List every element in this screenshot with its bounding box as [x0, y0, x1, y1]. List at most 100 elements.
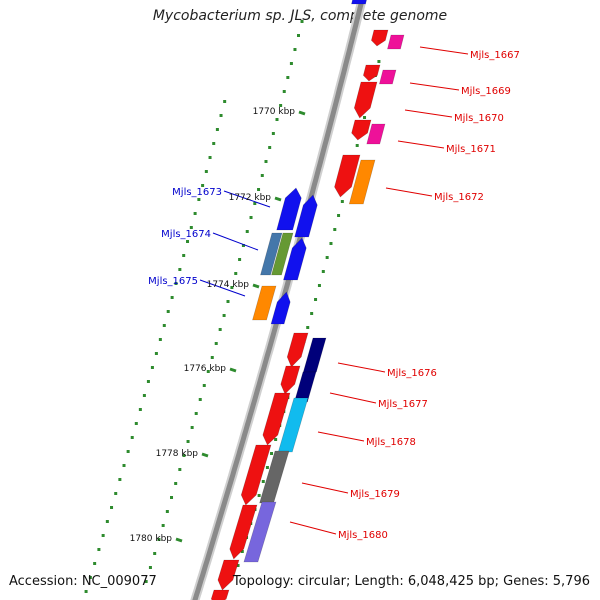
- tick-dot-far: [88, 576, 92, 579]
- tick-dot-far: [162, 324, 166, 327]
- gene-label: Mjls_1669: [461, 86, 511, 97]
- gene-arrow: [240, 444, 272, 506]
- tick-dot-far: [118, 478, 122, 481]
- tick-dot-far: [154, 352, 158, 355]
- tick-dot-far: [105, 520, 109, 523]
- gene-label: Mjls_1680: [338, 530, 388, 541]
- tick-dot-outer: [317, 284, 321, 287]
- tick-dot-far: [122, 464, 126, 467]
- scale-label: 1774 kbp: [207, 280, 250, 290]
- gene-label: Mjls_1676: [387, 368, 437, 379]
- gene-arrow: [276, 187, 302, 231]
- tick-dot-inner: [170, 496, 174, 499]
- accession-text: Accession: NC_009077: [9, 574, 157, 589]
- tick-dot-inner: [241, 244, 245, 247]
- tick-dot-far: [197, 198, 201, 201]
- tick-dot-inner: [279, 104, 283, 107]
- tick-dot-inner: [289, 62, 293, 65]
- tick-dot-far: [114, 492, 118, 495]
- tick-dot-far: [166, 310, 170, 313]
- leader-line: [419, 46, 469, 55]
- gene-label: Mjls_1679: [350, 489, 400, 500]
- tick-dot-outer: [274, 438, 278, 441]
- leader-line: [199, 279, 246, 297]
- tick-dot-far: [204, 170, 208, 173]
- tick-dot-far: [142, 394, 146, 397]
- gene-label: Mjls_1672: [434, 192, 484, 203]
- gene-labels: Mjls_1667 Mjls_1669 Mjls_1670 Mjls_1671 Mjls…: [148, 50, 520, 541]
- tick-dot-outer: [306, 326, 310, 329]
- tick-dot-inner: [271, 132, 275, 135]
- tick-dot-far: [193, 212, 197, 215]
- tick-dot-far: [223, 100, 227, 103]
- tick-dot-far: [110, 506, 114, 509]
- map-title: Mycobacterium sp. JLS, complete genome: [152, 8, 448, 24]
- gene-arrow: [348, 159, 376, 205]
- tick-dot-far: [189, 226, 193, 229]
- tick-dot-outer: [265, 466, 269, 469]
- gene-arrow: [271, 232, 294, 276]
- scale-labels: 1770 kbp 1772 kbp 1774 kbp 1776 kbp 1778 kbp…: [130, 107, 306, 544]
- scale-label: 1778 kbp: [156, 449, 199, 459]
- tick-dot-far: [84, 590, 88, 593]
- tick-dot-inner: [214, 342, 218, 345]
- tick-dot-inner: [264, 160, 268, 163]
- gene-arrow: [229, 504, 258, 560]
- leader-line: [404, 109, 453, 118]
- tick-dot-inner: [249, 216, 253, 219]
- tick-dot-inner: [202, 384, 206, 387]
- gene-label: Mjls_1670: [454, 113, 504, 124]
- tick-dot-far: [182, 254, 186, 257]
- tick-dot-far: [212, 142, 216, 145]
- gene-label: Mjls_1667: [470, 50, 520, 61]
- tick-dot-far: [101, 534, 105, 537]
- tick-dot-far: [93, 562, 97, 565]
- tick-dot-inner: [194, 412, 198, 415]
- tick-dot-far: [97, 548, 101, 551]
- genome-stats-text: Topology: circular; Length: 6,048,425 bp…: [232, 574, 590, 589]
- leader-line: [397, 140, 445, 149]
- gene-arrow: [293, 371, 317, 403]
- gene-label: Mjls_1677: [378, 399, 428, 410]
- leader-line: [301, 482, 349, 494]
- tick-dot-inner: [275, 118, 279, 121]
- tick-dot-outer: [340, 200, 344, 203]
- tick-dot-far: [170, 296, 174, 299]
- tick-dot-outer: [257, 494, 261, 497]
- gene-arrow: [351, 0, 367, 5]
- tick-dot-inner: [153, 552, 157, 555]
- scale-tick: [175, 537, 183, 543]
- scale-label: 1776 kbp: [184, 364, 227, 374]
- leader-line: [317, 431, 365, 442]
- gene-arrow: [210, 589, 230, 600]
- gene-arrow: [302, 337, 327, 373]
- gene-arrow: [217, 559, 240, 591]
- scale-label: 1770 kbp: [253, 107, 296, 117]
- tick-dot-inner: [282, 90, 286, 93]
- tick-dot-inner: [300, 20, 304, 23]
- tick-dot-outer: [236, 564, 240, 567]
- tick-dot-inner: [222, 314, 226, 317]
- tick-dot-inner: [234, 272, 238, 275]
- leader-line: [329, 392, 377, 404]
- tick-dot-outer: [333, 228, 337, 231]
- tick-dot-outer: [261, 480, 265, 483]
- tick-dot-inner: [253, 202, 257, 205]
- tick-dot-inner: [257, 188, 261, 191]
- gene-arrow: [280, 365, 301, 395]
- tick-dot-inner: [182, 454, 186, 457]
- tick-dot-outer: [337, 214, 341, 217]
- tick-dot-inner: [190, 426, 194, 429]
- tick-dot-outer: [321, 270, 325, 273]
- tick-dot-far: [186, 240, 190, 243]
- tick-dot-inner: [206, 370, 210, 373]
- tick-dot-inner: [260, 174, 264, 177]
- gene-arrow: [379, 69, 397, 85]
- gene-arrow: [260, 232, 283, 276]
- tick-dot-inner: [238, 258, 242, 261]
- gene-label: Mjls_1671: [446, 144, 496, 155]
- tick-dot-outer: [310, 312, 314, 315]
- tick-dot-inner: [165, 510, 169, 513]
- tick-dot-outer: [270, 452, 274, 455]
